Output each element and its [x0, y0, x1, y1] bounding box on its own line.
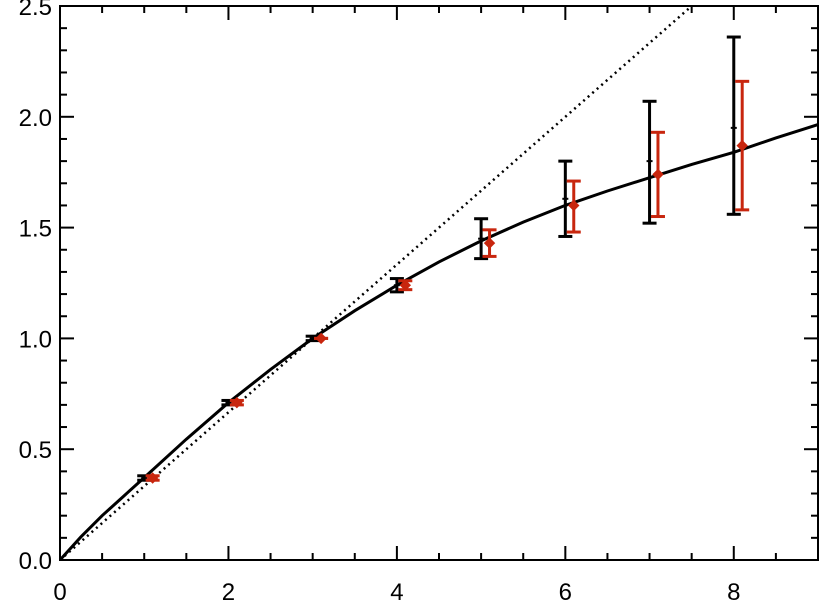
x-tick-label: 0 — [53, 579, 66, 606]
y-tick-label: 0.0 — [19, 548, 52, 575]
y-tick-label: 2.0 — [19, 105, 52, 132]
black-point-7 — [642, 99, 657, 225]
red-point-7 — [650, 130, 665, 219]
diamond-marker — [568, 199, 580, 212]
y-tick-label: 0.5 — [19, 437, 52, 464]
diamond-marker — [146, 472, 159, 484]
reference-line-dotted — [59, 5, 693, 561]
plot-layer — [58, 5, 819, 562]
red-point-1 — [145, 472, 160, 484]
diamond-marker — [399, 279, 412, 291]
x-tick-label: 4 — [390, 579, 403, 606]
diamond-marker — [315, 332, 327, 345]
diamond-marker — [231, 396, 243, 409]
diamond-marker — [736, 139, 748, 152]
red-point-5 — [482, 228, 497, 258]
diamond-marker — [483, 237, 496, 249]
y-tick-label: 1.0 — [19, 326, 52, 353]
y-tick-label: 2.5 — [19, 0, 52, 21]
black-point-4 — [389, 277, 404, 294]
red-point-2 — [229, 396, 244, 409]
black-point-6 — [558, 159, 573, 238]
red-point-8 — [735, 79, 750, 212]
black-point-5 — [474, 217, 489, 261]
diamond-marker — [652, 168, 664, 181]
black-point-8 — [726, 35, 741, 216]
axis-layer: 0 2 4 6 8 0.0 0.5 1.0 1.5 2.0 2.5 — [19, 0, 819, 606]
x-tick-label: 2 — [222, 579, 235, 606]
x-tick-label: 6 — [559, 579, 572, 606]
red-point-6 — [566, 179, 581, 234]
x-tick-label: 8 — [727, 579, 740, 606]
red-point-3 — [314, 332, 329, 345]
red-point-4 — [398, 279, 413, 292]
y-tick-label: 1.5 — [19, 216, 52, 243]
